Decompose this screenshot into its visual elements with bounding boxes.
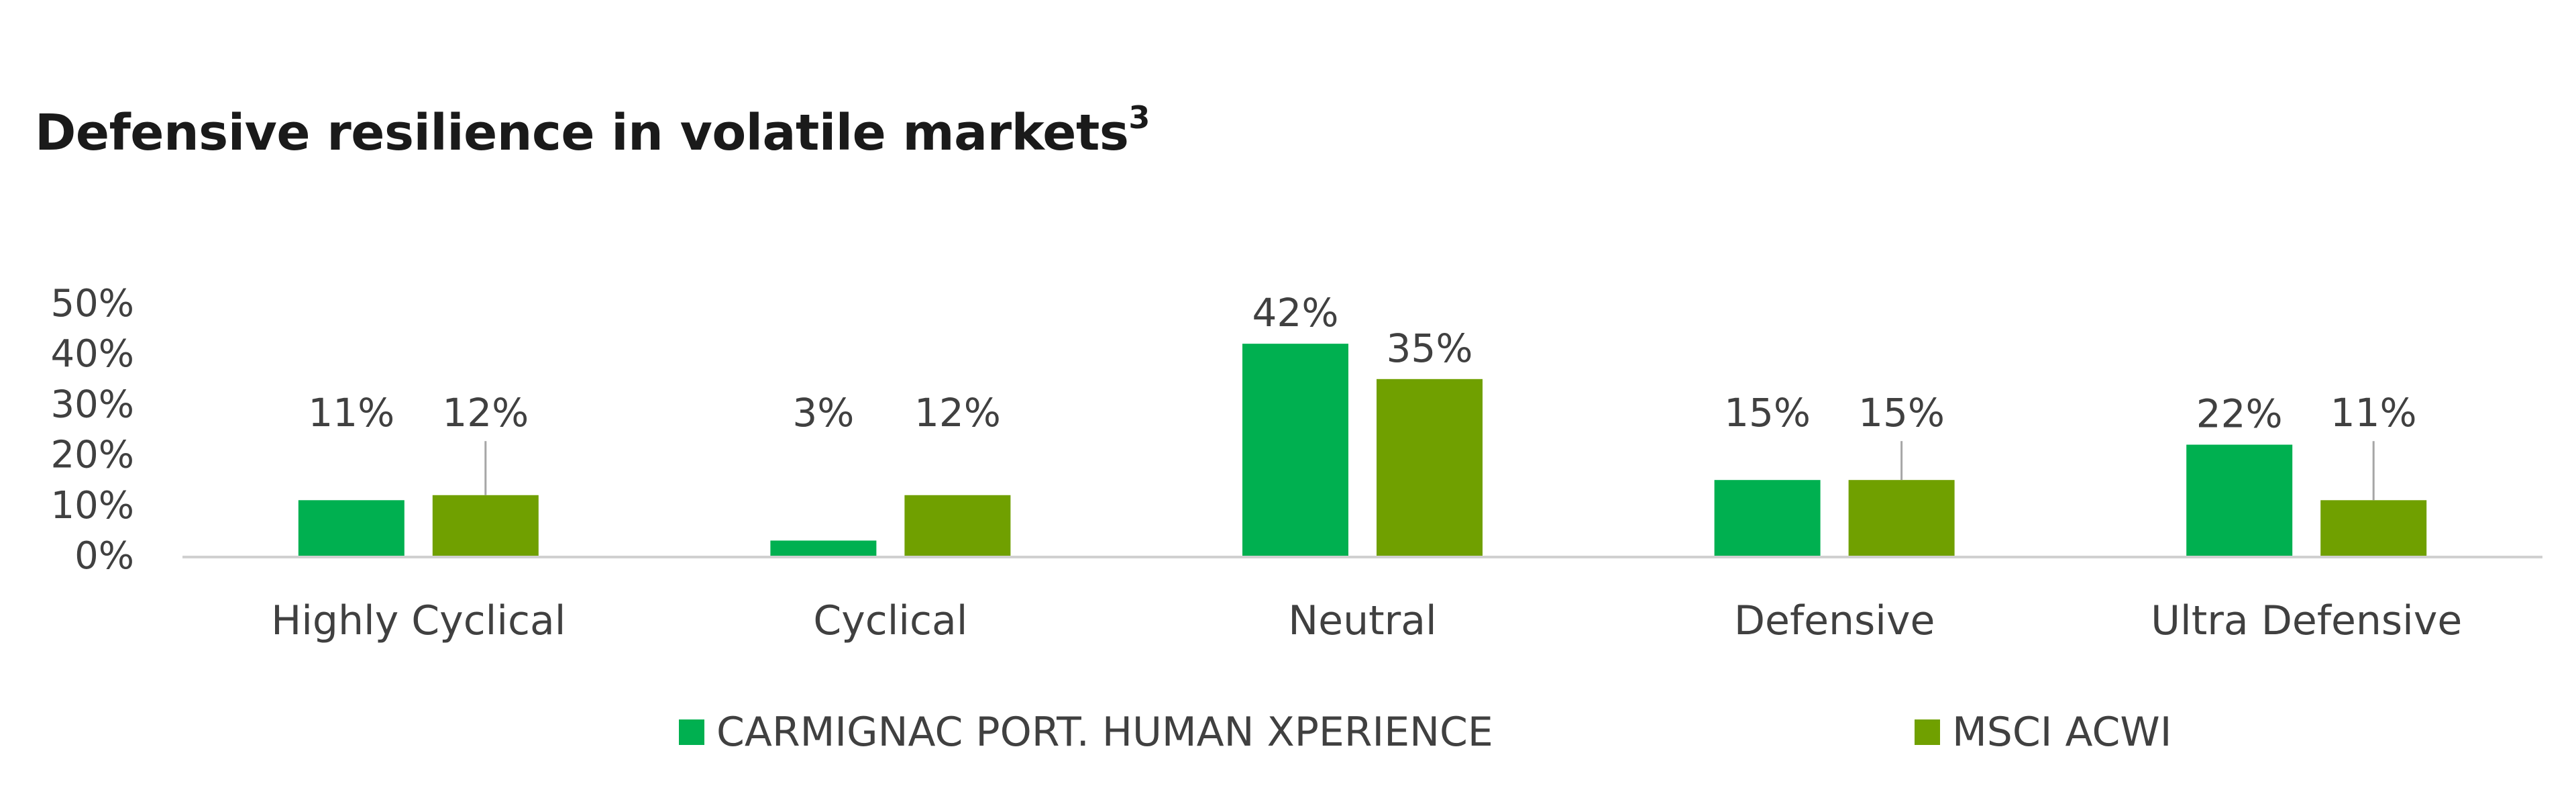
y-tick-label: 30% [51,383,134,426]
bar [298,500,405,556]
legend-item-carmignac: CARMIGNAC PORT. HUMAN XPERIENCE [679,709,1493,756]
bar [770,540,877,556]
y-tick-label: 50% [51,282,134,326]
bar [2320,500,2427,556]
bar [1377,379,1483,556]
footnote-marker: 3 [1128,99,1150,136]
x-tick-label: Ultra Defensive [2151,597,2462,644]
legend-swatch-msci [1915,719,1940,745]
y-axis: 0% 10% 20% 30% 40% 50% [51,282,134,578]
data-label: 12% [914,390,1001,436]
legend-label-msci: MSCI ACWI [1952,709,2172,756]
chart-title: Defensive resilience in volatile markets… [35,99,1150,162]
data-label: 42% [1252,290,1339,336]
bars-group: 11% 12% 3% 12% 42% 35% 15% 15% 22% 11% [298,290,2427,556]
data-label: 22% [2196,391,2283,437]
data-label: 15% [1858,390,1945,436]
y-tick-label: 40% [51,332,134,376]
bar [904,495,1011,556]
x-tick-label: Cyclical [813,597,967,644]
x-tick-label: Neutral [1288,597,1436,644]
x-tick-label: Highly Cyclical [271,597,566,644]
bar-chart: 0% 10% 20% 30% 40% 50% 11% 12% 3% 12% 42% 35% 15% 15… [51,282,2542,644]
data-label: 12% [442,390,529,436]
x-tick-label: Defensive [1734,597,1935,644]
legend-item-msci: MSCI ACWI [1915,709,2171,756]
data-label: 3% [792,390,854,436]
y-tick-label: 20% [51,434,134,477]
chart-title-text: Defensive resilience in volatile markets [35,104,1129,162]
bar [1714,480,1821,556]
x-axis: Highly Cyclical Cyclical Neutral Defensive U… [182,556,2542,644]
bar [1242,344,1348,556]
data-label: 11% [308,390,394,436]
legend-swatch-carmignac [679,719,704,745]
data-label: 11% [2330,390,2417,436]
y-tick-label: 0% [74,534,134,578]
bar [2186,444,2293,556]
y-tick-label: 10% [51,484,134,528]
data-label: 15% [1724,390,1811,436]
bar [1848,480,1955,556]
data-label: 35% [1387,326,1473,371]
bar [432,495,539,556]
legend-label-carmignac: CARMIGNAC PORT. HUMAN XPERIENCE [716,709,1493,756]
